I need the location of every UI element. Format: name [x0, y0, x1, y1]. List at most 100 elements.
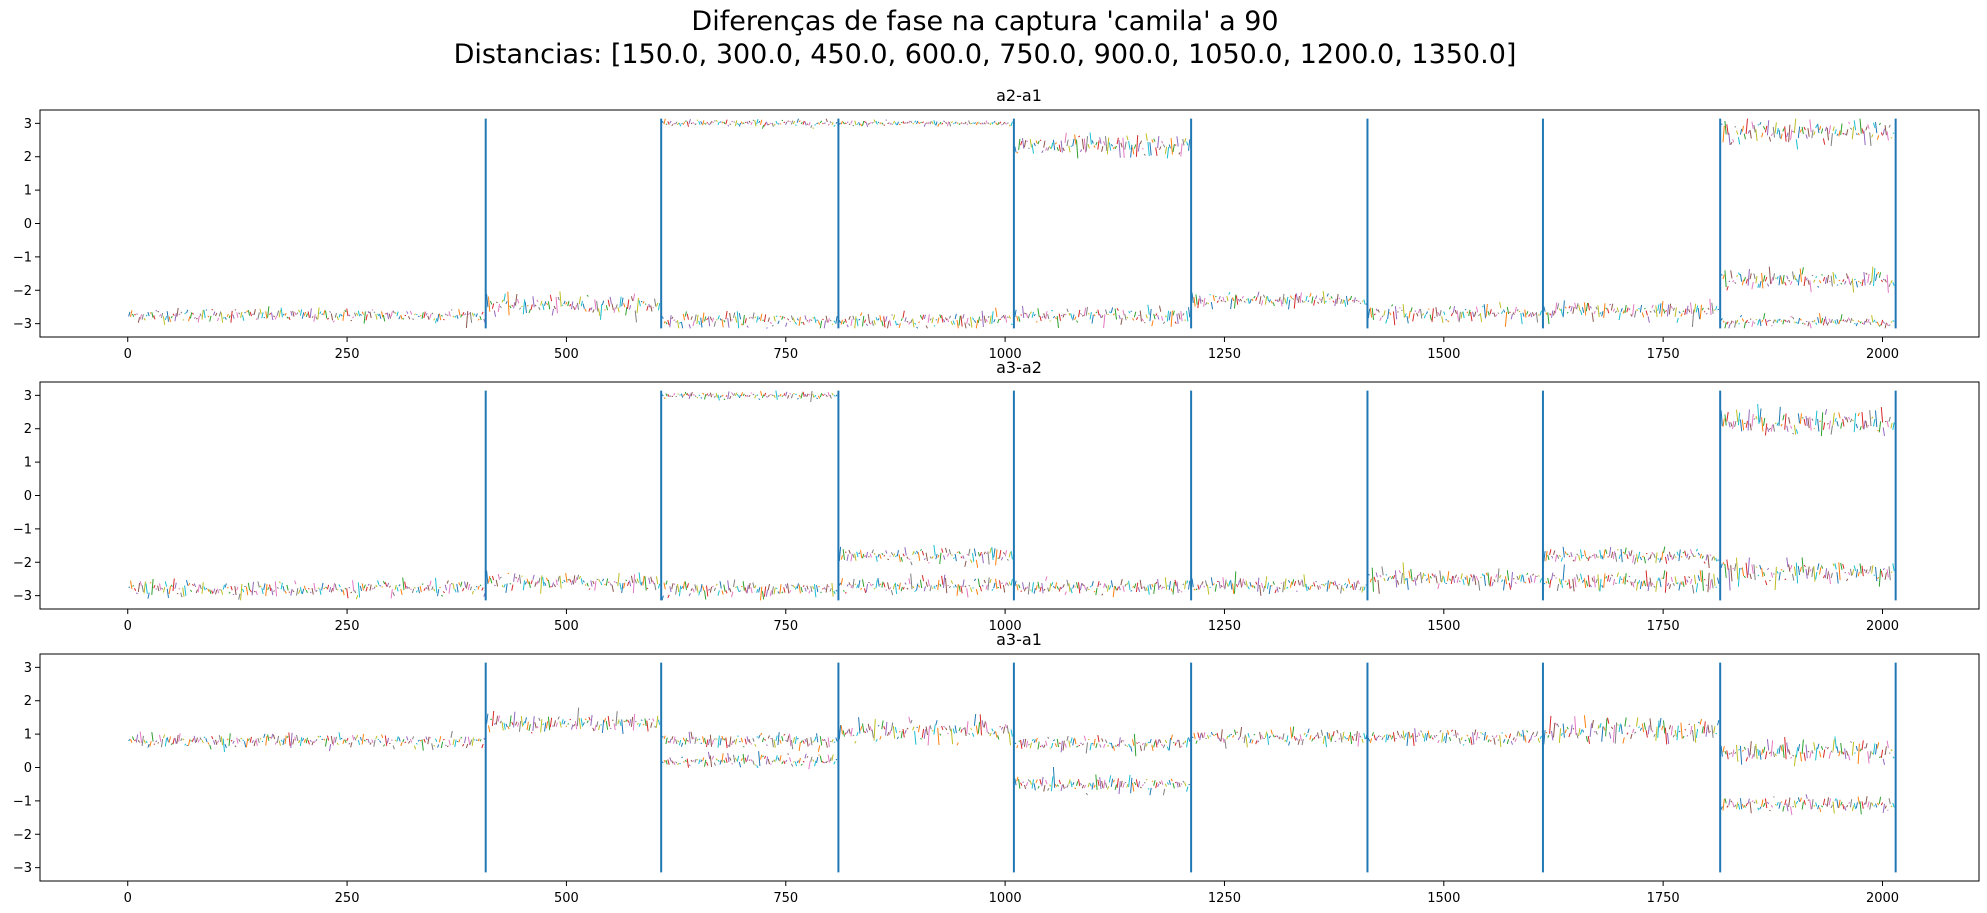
series-line-segment-0-band-0-color-0: [128, 309, 478, 322]
series-line-segment-2-band-0-color-7: [675, 736, 832, 750]
series-line-segment-1-band-0-color-7: [499, 574, 657, 591]
y-tick-label: 1: [24, 456, 32, 471]
series-line-segment-3-band-0-color-5: [848, 577, 1006, 594]
series-line-segment-7-band-0-color-8: [1558, 303, 1716, 318]
series-line-segment-6-band-0-color-6: [1379, 731, 1536, 744]
series-line-segment-4-band-0-color-1: [1016, 734, 1173, 752]
series-line-segment-8-band-1-color-8: [1736, 557, 1893, 591]
series-line-segment-7-band-0-color-8: [1558, 572, 1716, 592]
y-tick-label: 2: [24, 694, 32, 709]
series-line-segment-1-band-0-color-1: [488, 291, 645, 316]
y-tick-label: 1: [24, 184, 32, 199]
series-line-segment-7-band-0-color-6: [1554, 716, 1712, 743]
data-series-group: [128, 707, 1895, 816]
series-line-segment-8-band-0-color-8: [1736, 118, 1893, 141]
series-line-segment-4-band-0-color-0: [1014, 307, 1191, 324]
series-line-segment-8-band-0-color-4: [1728, 120, 1885, 146]
series-line-segment-8-band-0-color-8: [1736, 739, 1893, 767]
series-line-segment-6-band-0-color-9: [1385, 732, 1542, 746]
series-line-segment-0-band-0-color-2: [132, 306, 482, 324]
series-line-segment-1-band-0-color-6: [497, 713, 655, 731]
series-line-segment-3-band-0-color-5: [848, 721, 1006, 737]
series-line-segment-7-band-0-color-9: [1560, 720, 1718, 741]
y-tick-label: −1: [13, 250, 32, 265]
series-line-segment-8-band-1-color-5: [1730, 796, 1887, 814]
series-line-segment-2-band-1-color-8: [677, 392, 834, 399]
series-line-segment-1-band-0-color-5: [495, 715, 653, 732]
series-line-segment-1-band-0-color-5: [495, 575, 653, 592]
series-line-segment-5-band-0-color-5: [1201, 294, 1358, 304]
y-tick-label: 3: [24, 661, 32, 676]
series-line-segment-3-band-0-color-6: [850, 578, 1008, 598]
series-line-segment-2-band-1-color-5: [671, 391, 828, 400]
series-line-segment-0-band-0-color-3: [134, 732, 484, 749]
x-tick-label: 1250: [1208, 891, 1241, 906]
series-line-segment-7-band-0-color-6: [1554, 298, 1712, 316]
series-line-segment-6-band-0-color-7: [1381, 729, 1539, 744]
series-line-segment-8-band-0-color-6: [1732, 740, 1889, 764]
series-line-segment-8-band-0-color-3: [1726, 118, 1884, 145]
series-line-segment-6-band-0-color-4: [1375, 306, 1533, 320]
series-line-segment-5-band-0-color-7: [1205, 579, 1362, 594]
series-line-segment-1-band-0-color-4: [493, 296, 651, 317]
series-line-segment-7-band-1-color-8: [1558, 549, 1716, 564]
series-line-segment-3-band-1-color-0: [838, 120, 996, 126]
series-line-segment-5-band-0-color-4: [1199, 733, 1356, 743]
series-line-segment-6-band-0-color-1: [1369, 303, 1527, 327]
series-line-segment-7-band-1-color-0: [1543, 546, 1720, 563]
series-line-segment-1-band-0-color-0: [486, 570, 643, 594]
series-line-segment-3-band-1-color-5: [848, 547, 1006, 567]
series-line-segment-4-band-1-color-5: [1023, 780, 1181, 792]
series-line-segment-8-band-0-color-8: [1736, 409, 1893, 435]
x-tick-label: 500: [554, 619, 579, 634]
series-line-segment-8-band-2-color-0: [1720, 314, 1877, 327]
series-line-segment-1-band-0-color-9: [503, 718, 661, 730]
series-line-segment-8-band-1-color-2: [1724, 557, 1882, 587]
y-tick-label: 0: [24, 489, 32, 504]
series-line-segment-2-band-1-color-8: [677, 754, 834, 766]
series-line-segment-8-band-1-color-7: [1734, 563, 1891, 581]
series-line-segment-7-band-0-color-7: [1556, 302, 1714, 327]
series-line-segment-4-band-0-color-4: [1022, 579, 1179, 594]
series-line-segment-2-band-1-color-3: [667, 119, 824, 127]
series-line-segment-6-band-0-color-5: [1377, 307, 1535, 318]
series-line-segment-1-band-0-color-7: [499, 707, 657, 732]
series-line-segment-0-band-0-color-9: [145, 307, 476, 324]
series-line-segment-4-band-0-color-7: [1027, 306, 1185, 324]
series-line-segment-7-band-0-color-9: [1560, 304, 1718, 323]
series-line-segment-3-band-0-color-8: [854, 719, 1011, 746]
series-line-segment-1-band-0-color-6: [497, 573, 655, 594]
series-line-segment-0-band-0-color-3: [134, 308, 484, 323]
series-line-segment-8-band-1-color-0: [1720, 797, 1878, 810]
series-line-segment-4-band-0-color-7: [1027, 735, 1185, 754]
series-line-segment-4-band-1-color-8: [1029, 778, 1187, 790]
series-line-segment-3-band-0-color-1: [840, 725, 998, 746]
series-line-segment-8-band-0-color-2: [1724, 412, 1882, 437]
series-line-segment-8-band-1-color-7: [1734, 796, 1891, 810]
x-tick-label: 250: [335, 347, 360, 362]
series-line-segment-6-band-0-color-1: [1369, 570, 1527, 585]
series-line-segment-3-band-0-color-4: [846, 310, 1004, 328]
series-line-segment-8-band-0-color-2: [1724, 118, 1882, 140]
series-line-segment-7-band-0-color-3: [1549, 715, 1706, 745]
series-line-segment-7-band-0-color-2: [1547, 570, 1704, 591]
series-line-segment-8-band-0-color-5: [1730, 124, 1887, 145]
series-line-segment-2-band-0-color-3: [667, 310, 824, 326]
series-line-segment-2-band-0-color-0: [661, 581, 838, 601]
y-tick-label: 0: [24, 217, 32, 232]
series-line-segment-3-band-1-color-4: [846, 119, 1003, 128]
series-line-segment-3-band-0-color-2: [842, 720, 1000, 740]
series-line-segment-7-band-0-color-9: [1560, 573, 1717, 593]
series-line-segment-3-band-0-color-7: [852, 314, 1009, 327]
series-line-segment-3-band-0-color-3: [844, 574, 1002, 594]
series-line-segment-8-band-2-color-8: [1736, 315, 1893, 324]
series-line-segment-3-band-0-color-7: [852, 719, 1009, 738]
series-line-segment-8-band-1-color-1: [1722, 268, 1880, 289]
series-line-segment-3-band-0-color-6: [850, 314, 1008, 327]
y-tick-label: −2: [13, 556, 32, 571]
series-line-segment-0-band-0-color-1: [130, 309, 480, 323]
series-line-segment-1-band-0-color-3: [491, 294, 649, 312]
series-line-segment-8-band-1-color-5: [1730, 266, 1887, 285]
series-line-segment-0-band-0-color-3: [133, 578, 484, 599]
series-line-segment-2-band-1-color-5: [671, 118, 828, 127]
